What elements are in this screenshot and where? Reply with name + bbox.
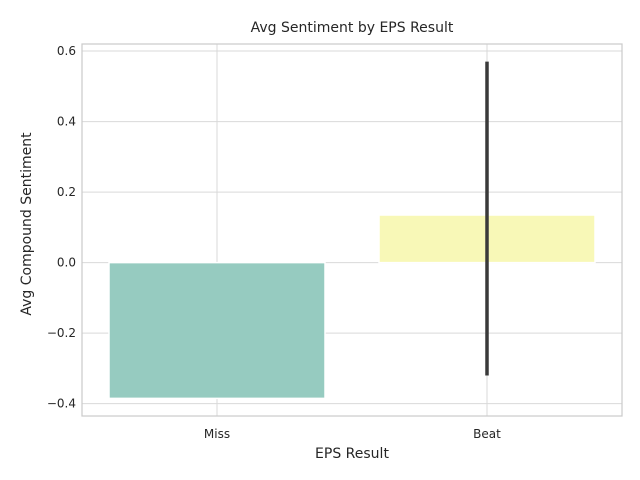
bars	[108, 214, 596, 400]
y-tick-label: 0.0	[57, 256, 76, 270]
y-tick-label: −0.2	[47, 326, 76, 340]
x-tick-labels: Miss Beat	[204, 427, 501, 441]
plot-frame	[81, 43, 623, 417]
y-tick-label: 0.6	[57, 44, 76, 58]
y-axis-label: Avg Compound Sentiment	[19, 132, 35, 316]
y-tick-label: 0.4	[57, 115, 76, 129]
y-tick-label: −0.4	[47, 397, 76, 411]
y-tick-labels: −0.4 −0.2 0.0 0.2 0.4 0.6	[47, 44, 76, 411]
x-tick-label: Beat	[473, 427, 501, 441]
chart-title: Avg Sentiment by EPS Result	[251, 20, 454, 36]
y-tick-label: 0.2	[57, 185, 76, 199]
x-tick-label: Miss	[204, 427, 230, 441]
x-axis-label: EPS Result	[315, 446, 389, 462]
bar-miss	[108, 261, 326, 400]
